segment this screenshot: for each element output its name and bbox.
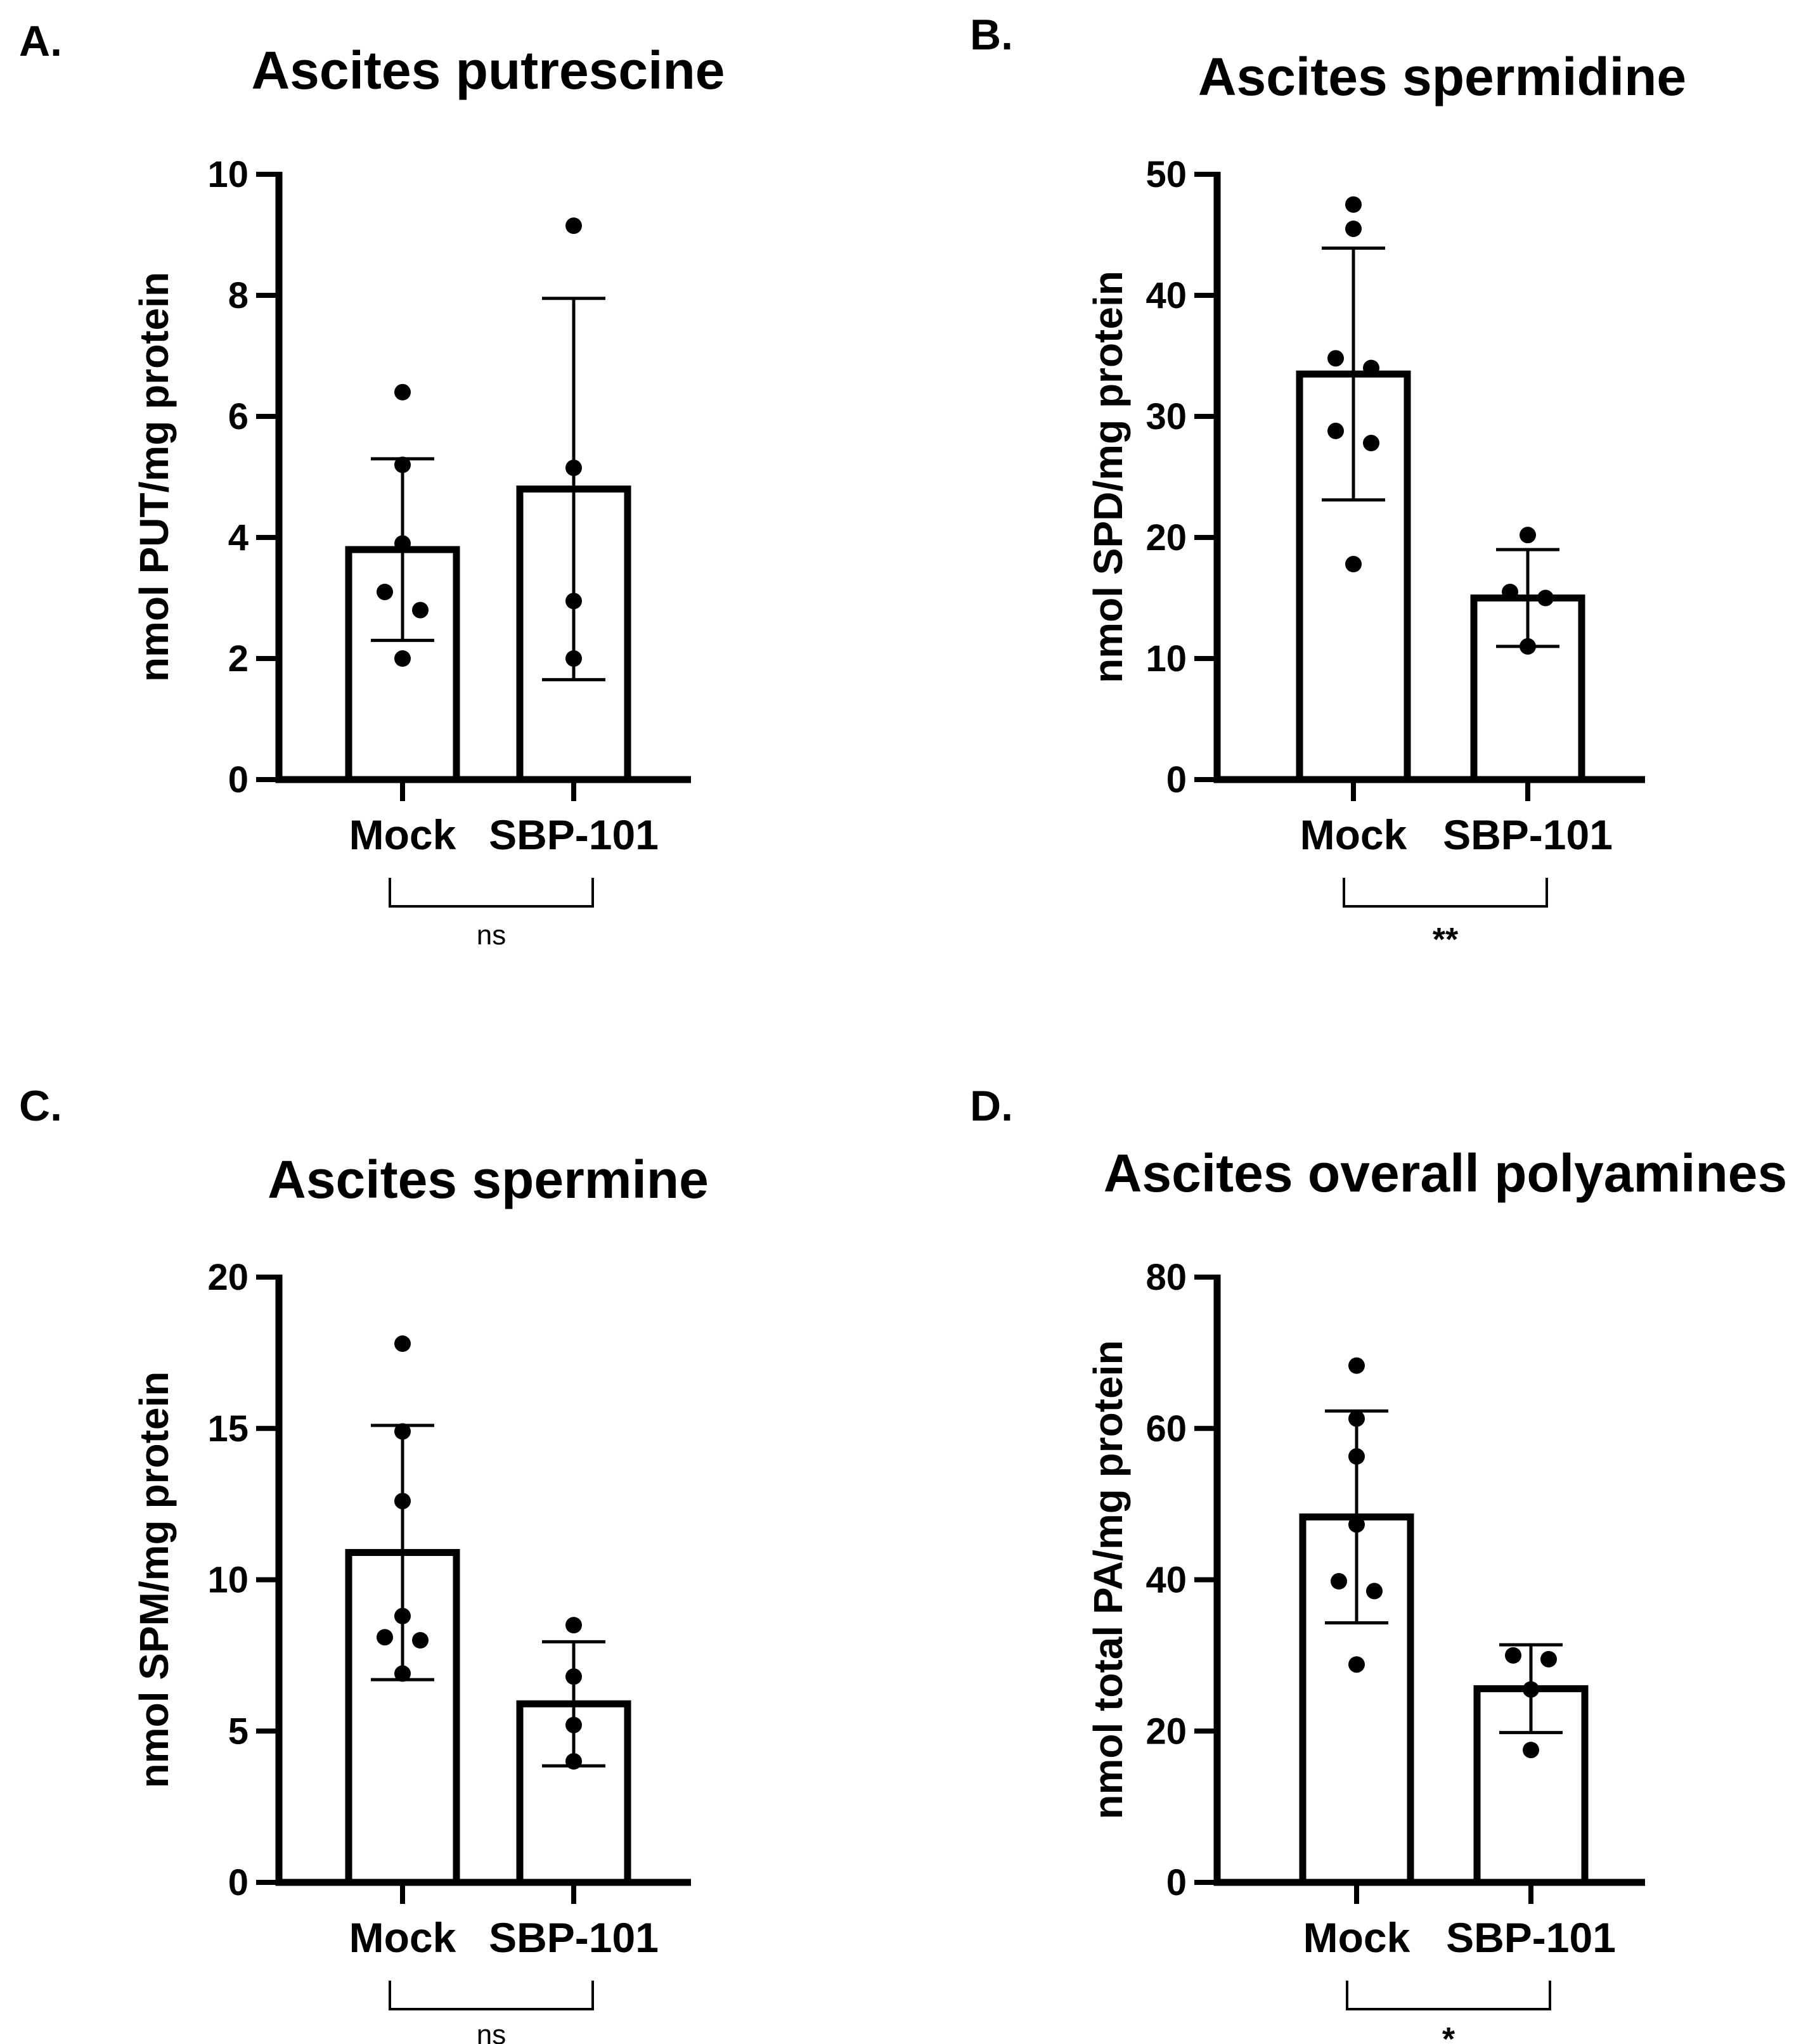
significance-bracket (1346, 1981, 1551, 2010)
x-tick-label: SBP-101 (489, 1914, 659, 1961)
panel-label: C. (19, 1082, 62, 1130)
data-point (565, 1617, 582, 1634)
data-point (412, 601, 429, 619)
data-point (394, 1607, 411, 1624)
x-tick-label: Mock (1303, 1914, 1410, 1961)
data-point (1523, 1681, 1539, 1698)
x-tick-label: SBP-101 (1443, 811, 1613, 858)
data-point (1345, 196, 1362, 213)
chart-title: Ascites putrescine (252, 41, 725, 100)
significance-bracket (389, 878, 594, 908)
significance-bracket (1343, 878, 1548, 908)
data-point (394, 535, 411, 552)
chart-panel-0: A. Ascites putrescine nmol PUT/mg protein 0… (19, 17, 725, 951)
data-point (1537, 589, 1554, 607)
data-point (394, 383, 411, 401)
data-point (565, 1716, 582, 1733)
chart-panel-2: C. Ascites spermine nmol SPM/mg protein 0 5 1… (19, 1082, 709, 2044)
y-tick-label: 0 (1166, 759, 1187, 800)
y-tick-label: 10 (207, 154, 248, 195)
data-point (1520, 638, 1536, 655)
y-tick-label: 10 (207, 1560, 248, 1601)
data-point (1366, 1583, 1383, 1600)
data-point (1348, 1357, 1365, 1374)
significance-label: ns (477, 920, 506, 951)
data-point (1348, 1656, 1365, 1673)
data-point (1520, 527, 1536, 544)
data-point (1345, 220, 1362, 237)
data-point (1523, 1742, 1539, 1759)
data-point (565, 1668, 582, 1685)
data-point (1327, 350, 1344, 367)
y-tick-label: 80 (1146, 1257, 1187, 1298)
data-point (1348, 1448, 1365, 1465)
y-tick-label: 10 (1146, 638, 1187, 679)
significance-label: ** (1433, 922, 1459, 958)
data-point (394, 1335, 411, 1353)
data-point (1363, 435, 1379, 452)
y-tick-label: 6 (228, 396, 248, 437)
data-point (1331, 1572, 1347, 1590)
data-point (565, 1753, 582, 1770)
chart-title: Ascites spermine (268, 1150, 709, 1209)
x-tick-label: SBP-101 (1446, 1914, 1616, 1961)
y-tick-label: 40 (1146, 1560, 1187, 1601)
y-tick-label: 15 (207, 1408, 248, 1449)
panel-label: A. (19, 17, 62, 65)
y-axis-label: nmol SPD/mg protein (1085, 271, 1131, 683)
chart-title: Ascites spermidine (1198, 47, 1686, 106)
x-tick-label: Mock (1300, 811, 1407, 858)
x-tick-label: Mock (349, 811, 456, 858)
significance-bracket (389, 1981, 594, 2010)
significance-label: ns (477, 2019, 506, 2044)
y-tick-label: 40 (1146, 275, 1187, 316)
data-point (1540, 1650, 1557, 1668)
data-point (394, 1423, 411, 1440)
y-tick-label: 0 (1166, 1862, 1187, 1903)
y-axis-label: nmol SPM/mg protein (131, 1372, 177, 1789)
data-point (394, 650, 411, 667)
y-tick-label: 60 (1146, 1408, 1187, 1449)
y-tick-label: 20 (1146, 1711, 1187, 1752)
y-tick-label: 8 (228, 275, 248, 316)
y-tick-label: 2 (228, 638, 248, 679)
y-axis-label: nmol PUT/mg protein (131, 272, 177, 682)
x-tick-label: SBP-101 (489, 811, 659, 858)
x-tick-label: Mock (349, 1914, 456, 1961)
panel-label: D. (970, 1082, 1013, 1130)
data-point (565, 460, 582, 477)
data-point (1345, 556, 1362, 573)
data-point (1505, 1647, 1521, 1664)
y-tick-label: 4 (228, 517, 248, 558)
y-axis-label: nmol total PA/mg protein (1085, 1340, 1131, 1819)
y-tick-label: 20 (1146, 517, 1187, 558)
data-point (377, 1629, 393, 1646)
data-point (394, 1665, 411, 1682)
data-point (1348, 1410, 1365, 1427)
significance-label: * (1442, 2021, 1455, 2044)
data-point (412, 1632, 429, 1649)
y-tick-label: 20 (207, 1257, 248, 1298)
chart-panel-1: B. Ascites spermidine nmol SPD/mg protein 0… (970, 11, 1686, 958)
y-tick-label: 5 (228, 1711, 248, 1752)
panel-label: B. (970, 11, 1013, 59)
data-point (1502, 583, 1518, 600)
data-point (377, 583, 393, 600)
data-point (394, 1493, 411, 1510)
data-point (394, 456, 411, 473)
data-point (1327, 422, 1344, 439)
data-point (1348, 1516, 1365, 1533)
data-point (1363, 359, 1379, 376)
data-point (565, 217, 582, 235)
y-tick-label: 0 (228, 1862, 248, 1903)
data-point (565, 593, 582, 610)
y-tick-label: 50 (1146, 154, 1187, 195)
y-tick-label: 30 (1146, 396, 1187, 437)
chart-panel-3: D. Ascites overall polyamines nmol total P… (970, 1082, 1787, 2044)
chart-title: Ascites overall polyamines (1104, 1143, 1788, 1203)
data-point (565, 650, 582, 667)
y-tick-label: 0 (228, 759, 248, 800)
